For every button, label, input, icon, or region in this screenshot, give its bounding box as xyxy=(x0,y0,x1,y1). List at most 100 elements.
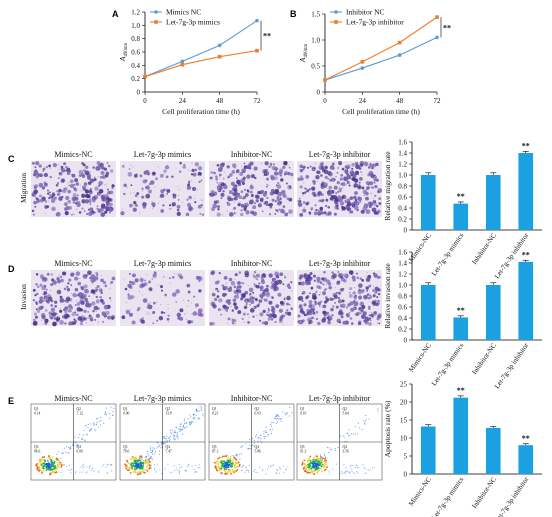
membrane-pore xyxy=(157,166,160,168)
stained-cell xyxy=(39,198,44,203)
membrane-pore xyxy=(351,207,353,209)
event-dot xyxy=(56,463,59,466)
panel-label-c: C xyxy=(8,154,15,164)
event-dot xyxy=(45,469,48,472)
stained-cell xyxy=(51,193,56,197)
stained-cell xyxy=(264,321,269,326)
stained-cell xyxy=(134,278,139,283)
stained-cell xyxy=(264,190,268,194)
stained-cell xyxy=(340,315,344,319)
membrane-pore xyxy=(103,194,105,196)
event-dot xyxy=(192,418,194,420)
quadrant-name: Q2 xyxy=(343,407,348,411)
membrane-pore xyxy=(85,292,87,294)
event-dot xyxy=(271,421,273,424)
data-point xyxy=(397,53,402,57)
stained-cell xyxy=(177,198,180,201)
event-dot xyxy=(68,464,70,467)
stained-cell xyxy=(38,164,42,168)
stained-cell xyxy=(146,305,151,309)
stained-cell xyxy=(104,193,109,198)
event-dot xyxy=(282,465,284,467)
event-dot xyxy=(317,467,320,470)
event-dot xyxy=(261,468,263,470)
event-dot xyxy=(175,426,177,428)
event-dot xyxy=(105,411,107,413)
stained-cell xyxy=(70,284,73,287)
quadrant-value: 0.14 xyxy=(34,412,40,416)
stained-cell xyxy=(82,201,85,204)
event-dot xyxy=(309,461,312,464)
event-dot xyxy=(220,467,222,470)
stained-cell xyxy=(152,322,155,325)
event-dot xyxy=(198,464,200,466)
membrane-pore xyxy=(339,289,341,291)
stained-cell xyxy=(36,292,39,296)
membrane-pore xyxy=(148,313,151,315)
y-tick-label: 1.0 xyxy=(398,172,407,180)
legend-marker xyxy=(334,10,338,14)
event-dot xyxy=(41,470,43,473)
stained-cell xyxy=(327,282,332,286)
stained-cell xyxy=(342,274,345,276)
y-tick-label: 0 xyxy=(404,337,408,345)
event-dot xyxy=(137,464,140,467)
membrane-pore xyxy=(234,323,236,325)
stained-cell xyxy=(297,314,301,318)
event-dot xyxy=(110,406,112,408)
event-dot xyxy=(171,429,173,431)
event-dot xyxy=(85,472,87,474)
event-dot xyxy=(357,422,359,424)
stained-cell xyxy=(172,195,177,199)
x-tick-label: Let-7g-3p mimics xyxy=(430,341,466,387)
stained-cell xyxy=(76,307,82,312)
stained-cell xyxy=(257,203,262,208)
y-tick-label: 1.0 xyxy=(398,282,407,290)
y-axis-title: A490nm xyxy=(298,44,309,64)
stained-cell xyxy=(268,273,273,278)
stained-cell xyxy=(130,281,136,286)
event-dot xyxy=(270,433,273,435)
event-dot xyxy=(317,462,320,465)
stained-cell xyxy=(249,185,254,190)
stained-cell xyxy=(110,169,114,173)
event-dot xyxy=(52,464,55,467)
stained-cell xyxy=(309,165,312,168)
stained-cell xyxy=(231,321,235,324)
stained-cell xyxy=(56,320,59,323)
stained-cell xyxy=(179,170,182,173)
membrane-pore xyxy=(191,313,193,315)
stained-cell xyxy=(43,295,48,300)
event-dot xyxy=(176,432,179,434)
event-dot xyxy=(245,467,247,469)
y-tick-label: 1.2 xyxy=(398,271,407,279)
stained-cell xyxy=(271,165,277,171)
stained-cell xyxy=(233,302,237,306)
stained-cell xyxy=(363,203,369,209)
y-tick-label: 20 xyxy=(400,399,408,407)
stained-cell xyxy=(69,179,74,184)
stained-cell xyxy=(321,181,325,185)
stained-cell xyxy=(33,312,37,316)
event-dot xyxy=(348,471,350,473)
stained-cell xyxy=(345,276,348,279)
stained-cell xyxy=(244,188,247,191)
stained-cell xyxy=(142,316,144,319)
stained-cell xyxy=(258,299,263,303)
event-dot xyxy=(349,472,351,474)
event-dot xyxy=(280,418,282,420)
membrane-pore xyxy=(231,289,233,291)
stained-cell xyxy=(283,161,288,165)
stained-cell xyxy=(274,191,279,195)
stained-cell xyxy=(217,308,221,312)
stained-cell xyxy=(339,177,344,181)
stained-cell xyxy=(127,172,133,177)
stained-cell xyxy=(330,177,336,182)
stained-cell xyxy=(197,171,202,177)
stained-cell xyxy=(315,208,318,212)
membrane-pore xyxy=(341,210,343,212)
event-dot xyxy=(325,463,328,466)
event-dot xyxy=(48,457,51,459)
membrane-pore xyxy=(191,180,193,182)
event-dot xyxy=(172,434,175,436)
